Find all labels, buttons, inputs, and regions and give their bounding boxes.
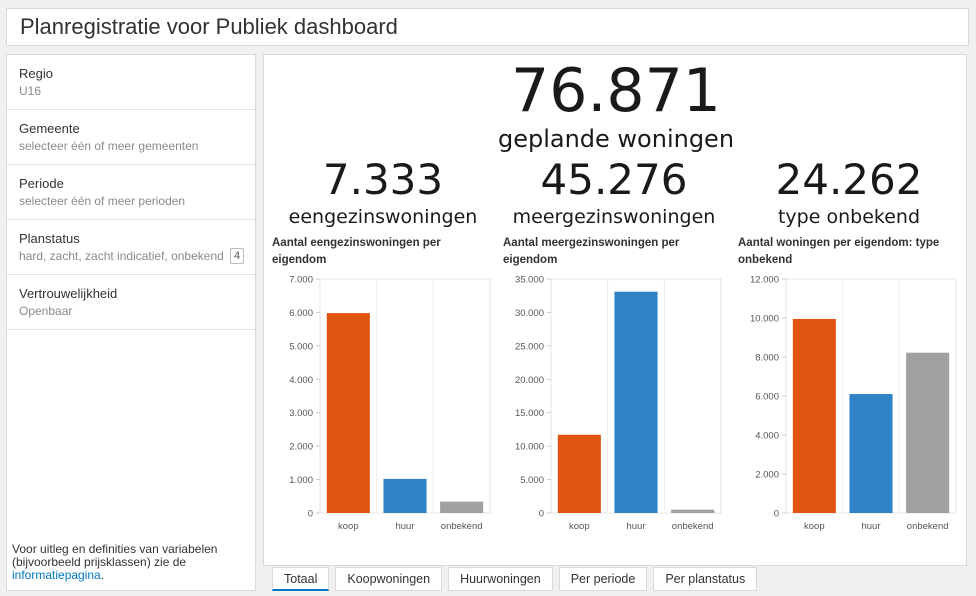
info-page-link[interactable]: informatiepagina [12,568,101,582]
info-note: Voor uitleg en definities van variabelen… [12,543,248,582]
info-note-text: Voor uitleg en definities van variabelen… [12,542,218,569]
total-planned-number: 76.871 [511,56,721,126]
bar-koop [557,434,601,513]
selection-count-badge: 4 [230,248,244,264]
y-tick-label: 4.000 [755,431,779,442]
filter-sidebar: Regio U16 Gemeente selecteer één of meer… [6,54,256,591]
indicator-label: meergezinswoningen [512,206,716,228]
bar-koop [792,318,836,513]
filter-planstatus[interactable]: Planstatus hard, zacht, zacht indicatief… [7,220,255,275]
indicator-number: 24.262 [775,155,923,204]
y-tick-label: 12.000 [750,275,779,286]
y-tick-label: 2.000 [755,470,779,481]
header-bar: Planregistratie voor Publiek dashboard [6,8,969,46]
indicator-label: type onbekend [777,206,921,228]
bar-onbekend [671,509,715,513]
x-tick-label: onbekend [672,521,714,532]
tab-per-periode[interactable]: Per periode [558,567,648,591]
filter-value: hard, zacht, zacht indicatief, onbekend [19,249,224,263]
indicator-number: 45.276 [540,155,688,204]
y-tick-label: 8.000 [755,353,779,364]
tab-totaal[interactable]: Totaal [272,567,330,591]
filter-value: Openbaar [19,304,73,318]
filter-label: Planstatus [19,231,80,246]
y-tick-label: 10.000 [515,442,544,453]
tab-koopwoningen[interactable]: Koopwoningen [335,567,443,591]
indicator-label: eengezinswoningen [288,206,478,228]
y-tick-label: 1.000 [289,475,313,486]
y-tick-label: 10.000 [750,314,779,325]
y-tick-label: 5.000 [520,475,544,486]
total-planned-label: geplande woningen [497,125,735,153]
x-tick-label: onbekend [441,521,483,532]
y-tick-label: 7.000 [289,275,313,286]
filter-label: Periode [19,176,64,191]
bar-onbekend [440,501,484,513]
y-tick-label: 4.000 [289,375,313,386]
y-tick-label: 2.000 [289,442,313,453]
bar-huur [383,478,427,513]
y-tick-label: 15.000 [515,408,544,419]
filter-regio[interactable]: Regio U16 [7,55,255,110]
y-tick-label: 35.000 [515,275,544,286]
y-tick-label: 3.000 [289,408,313,419]
bar-huur [614,291,658,513]
y-tick-label: 0 [774,509,779,520]
column-eengezins: 7.333 eengezinswoningen Aantal eengezins… [268,155,498,545]
y-tick-label: 30.000 [515,308,544,319]
y-tick-label: 5.000 [289,341,313,352]
filter-value: selecteer één of meer perioden [19,194,186,208]
filter-vertrouwelijkheid[interactable]: Vertrouwelijkheid Openbaar [7,275,255,330]
tab-bar: Totaal Koopwoningen Huurwoningen Per per… [272,567,763,593]
bar-onbekend [906,352,950,513]
x-tick-label: koop [338,521,359,532]
column-meergezins: 45.276 meergezinswoningen Aantal meergez… [499,155,729,545]
x-tick-label: huur [626,521,645,532]
x-tick-label: koop [569,521,590,532]
y-tick-label: 20.000 [515,375,544,386]
x-tick-label: huur [395,521,414,532]
tab-per-planstatus[interactable]: Per planstatus [653,567,758,591]
chart-title: Aantal meergezinswoningen per eigendom [503,237,680,266]
filter-gemeente[interactable]: Gemeente selecteer één of meer gemeenten [7,110,255,165]
y-tick-label: 6.000 [755,392,779,403]
tab-huurwoningen[interactable]: Huurwoningen [448,567,553,591]
filter-label: Gemeente [19,121,80,136]
chart-title: Aantal eengezinswoningen per eigendom [272,237,441,266]
y-tick-label: 25.000 [515,341,544,352]
filter-value: U16 [19,84,42,98]
indicator-number: 7.333 [322,155,444,204]
chart-title: Aantal woningen per eigendom: type onbek… [738,237,940,266]
filter-value: selecteer één of meer gemeenten [19,139,199,153]
bar-koop [326,313,370,513]
column-type-onbekend: 24.262 type onbekend Aantal woningen per… [734,155,964,545]
y-tick-label: 0 [308,509,313,520]
filter-label: Vertrouwelijkheid [19,286,118,301]
bar-chart-type-onbekend: 0 2.000 4.000 6.000 8.000 10.000 12.000 koop huu… [750,275,957,532]
x-tick-label: onbekend [907,521,949,532]
main-panel: 76.871 geplande woningen 7.333 eengezins… [263,54,967,566]
filter-periode[interactable]: Periode selecteer één of meer perioden [7,165,255,220]
x-tick-label: koop [804,521,825,532]
filter-label: Regio [19,66,53,81]
bar-chart-eengezins: 0 1.000 2.000 3.000 4.000 5.000 6.000 7.000 koop… [289,275,491,532]
bar-chart-meergezins: 0 5.000 10.000 15.000 20.000 25.000 30.000 35.0… [515,275,722,532]
info-note-suffix: . [100,568,105,582]
y-tick-label: 6.000 [289,308,313,319]
y-tick-label: 0 [539,509,544,520]
x-tick-label: huur [861,521,880,532]
page-title: Planregistratie voor Publiek dashboard [20,14,398,39]
bar-huur [849,394,893,513]
